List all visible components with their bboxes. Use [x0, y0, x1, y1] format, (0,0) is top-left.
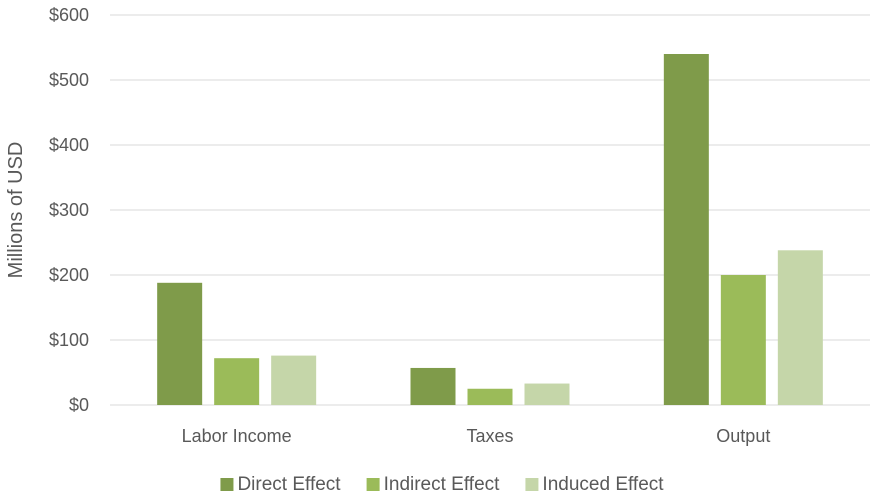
bar-induced-effect-taxes: [524, 383, 570, 405]
y-tick-label: $0: [69, 395, 89, 415]
y-tick-label: $300: [49, 200, 89, 220]
legend-item-indirect-effect: Indirect Effect: [366, 474, 501, 495]
legend-label: Indirect Effect: [384, 474, 501, 495]
y-tick-label: $500: [49, 70, 89, 90]
x-axis-ticks: Labor Income Taxes Output: [182, 426, 771, 446]
bar-indirect-effect-taxes: [467, 388, 513, 405]
bar-indirect-effect-labor-income: [214, 358, 260, 405]
bar-direct-effect-output: [663, 54, 709, 405]
y-tick-label: $100: [49, 330, 89, 350]
legend-swatch: [525, 478, 539, 491]
gridlines: [110, 14, 870, 406]
x-tick-label-output: Output: [716, 426, 770, 446]
bars: [157, 54, 823, 405]
y-tick-label: $400: [49, 135, 89, 155]
y-axis-title: Millions of USD: [5, 142, 27, 279]
legend: Direct Effect Indirect Effect Induced Effe…: [220, 474, 664, 495]
y-axis-ticks: $0 $100 $200 $300 $400 $500 $600: [49, 5, 89, 415]
legend-item-direct-effect: Direct Effect: [220, 474, 341, 495]
legend-swatch: [220, 478, 234, 491]
legend-label: Direct Effect: [237, 474, 341, 495]
x-tick-label-taxes: Taxes: [466, 426, 513, 446]
legend-item-induced-effect: Induced Effect: [525, 474, 664, 495]
bar-induced-effect-labor-income: [271, 355, 317, 405]
y-tick-label: $200: [49, 265, 89, 285]
bar-direct-effect-labor-income: [157, 282, 203, 405]
legend-label: Induced Effect: [542, 474, 664, 495]
bar-indirect-effect-output: [720, 275, 766, 405]
legend-swatch: [366, 478, 380, 491]
bar-induced-effect-output: [777, 250, 823, 405]
x-tick-label-labor-income: Labor Income: [182, 426, 292, 446]
bar-direct-effect-taxes: [410, 367, 456, 405]
y-tick-label: $600: [49, 5, 89, 25]
